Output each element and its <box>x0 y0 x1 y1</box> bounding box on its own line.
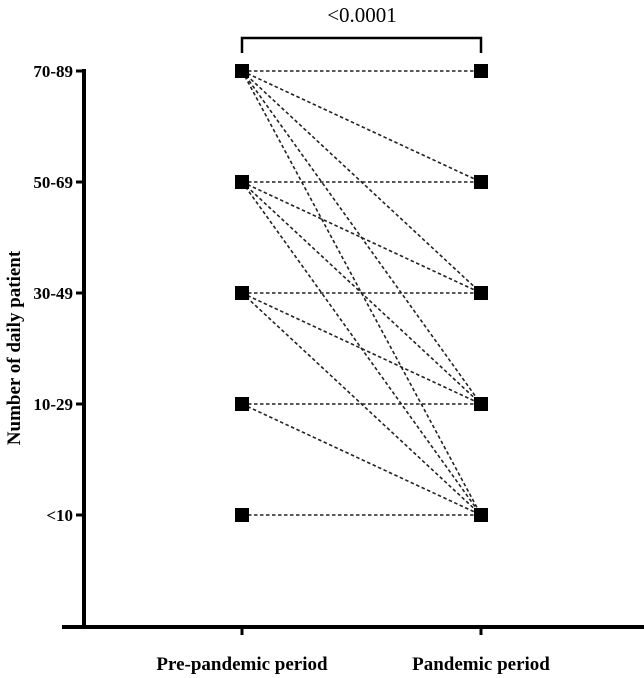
pair-line <box>241 181 482 405</box>
y-ticks: <10 10-29 30-49 50-69 70-89 <box>33 62 84 525</box>
data-point-marker <box>235 286 249 300</box>
data-point-marker <box>235 175 249 189</box>
pair-line <box>241 70 482 183</box>
y-axis-title: Number of daily patient <box>4 250 25 445</box>
data-point-marker <box>474 175 488 189</box>
pair-line <box>241 403 482 516</box>
pair-line <box>241 181 482 294</box>
pair-line <box>241 70 482 405</box>
data-point-marker <box>474 286 488 300</box>
pair-line <box>241 292 482 405</box>
y-tick-label: <10 <box>46 506 73 525</box>
y-tick-label: 50-69 <box>33 173 73 192</box>
x-tick-label: Pandemic period <box>412 654 550 675</box>
data-point-marker <box>235 397 249 411</box>
significance-label: <0.0001 <box>327 3 397 27</box>
y-tick-label: 30-49 <box>33 284 73 303</box>
data-point-marker <box>474 508 488 522</box>
markers <box>235 64 488 522</box>
y-tick-label: 10-29 <box>33 395 73 414</box>
data-point-marker <box>474 64 488 78</box>
y-tick-label: 70-89 <box>33 62 73 81</box>
data-point-marker <box>474 397 488 411</box>
x-tick-label: Pre-pandemic period <box>156 654 328 675</box>
data-point-marker <box>235 508 249 522</box>
pair-line <box>241 292 482 516</box>
pair-lines <box>241 70 482 516</box>
significance-bracket <box>240 36 483 53</box>
pair-line <box>241 70 482 294</box>
data-point-marker <box>235 64 249 78</box>
x-ticks: Pre-pandemic period Pandemic period <box>156 627 550 675</box>
pair-line <box>241 181 482 516</box>
